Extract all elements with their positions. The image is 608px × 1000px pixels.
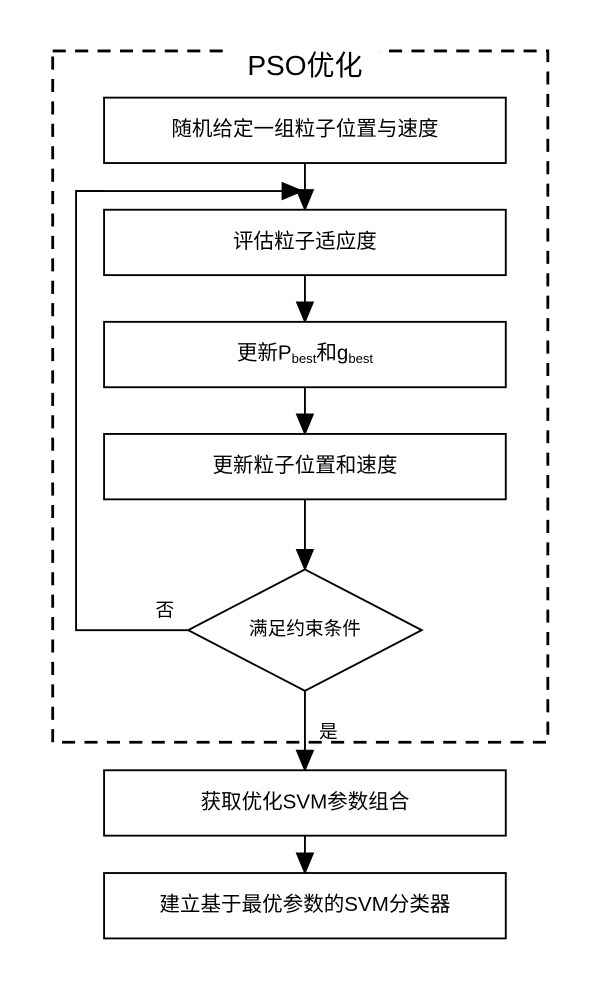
- pso-flowchart: PSO优化 随机给定一组粒子位置与速度 评估粒子适应度 更新Pbest和gbes…: [20, 20, 588, 960]
- label-no: 否: [155, 599, 174, 620]
- box-svm-params-label: 获取优化SVM参数组合: [200, 790, 409, 813]
- decision-label: 满足约束条件: [249, 618, 361, 639]
- box-update-pos-label: 更新粒子位置和速度: [212, 454, 397, 477]
- box-fitness-label: 评估粒子适应度: [233, 230, 377, 253]
- title: PSO优化: [247, 50, 362, 81]
- label-yes: 是: [319, 721, 338, 742]
- box-svm-classifier-label: 建立基于最优参数的SVM分类器: [159, 893, 450, 916]
- box-init-label: 随机给定一组粒子位置与速度: [171, 118, 438, 141]
